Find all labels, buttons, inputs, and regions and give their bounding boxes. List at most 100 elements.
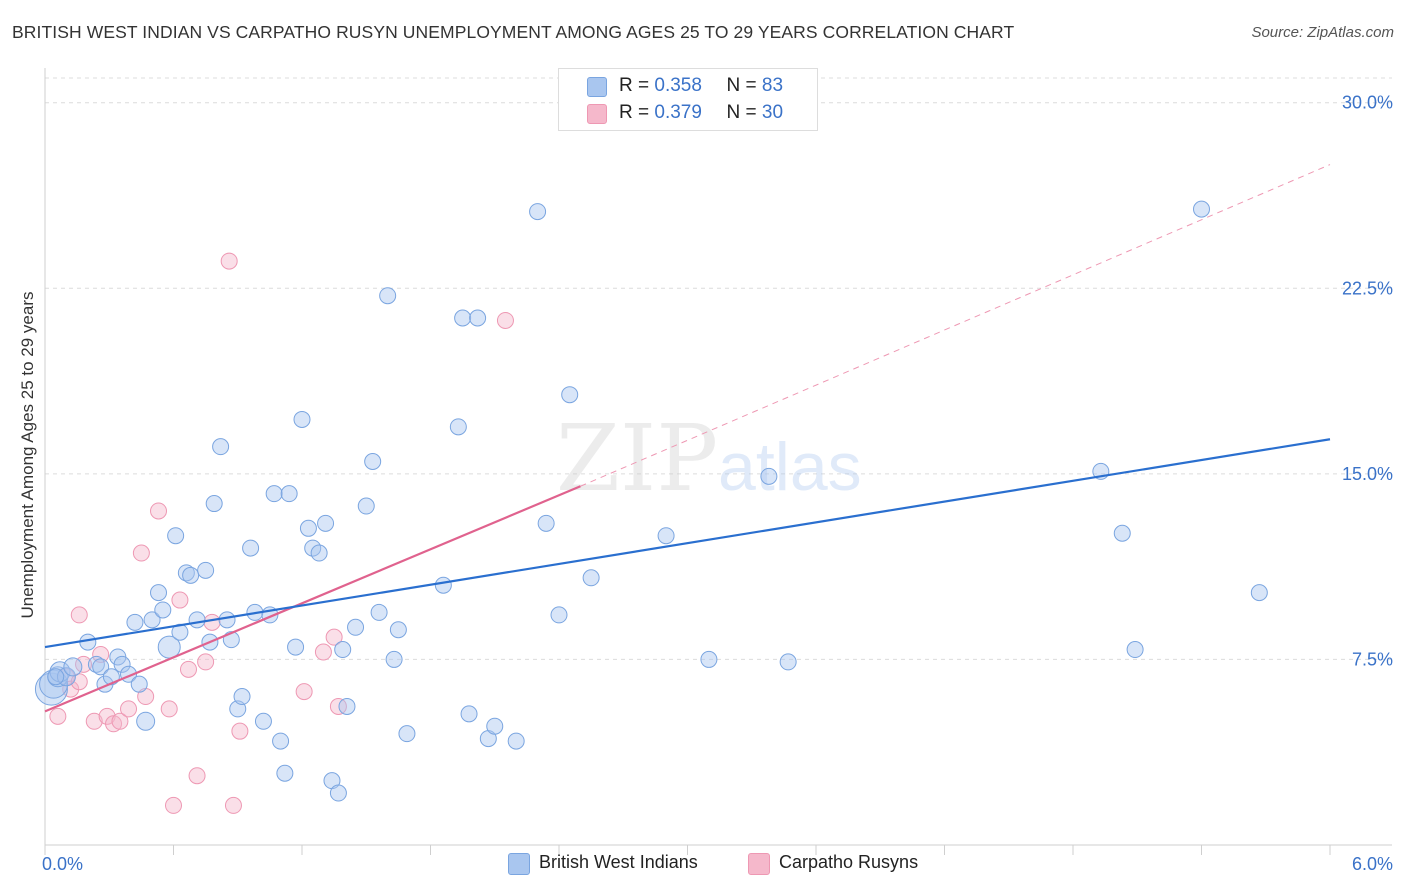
data-point-bwi: [317, 514, 335, 532]
data-point-bwi: [205, 495, 223, 513]
data-point-bwi: [434, 576, 452, 594]
data-point-carpatho: [203, 613, 221, 631]
data-point-carpatho: [314, 643, 332, 661]
legend-r-label: R =: [619, 75, 650, 96]
data-point-bwi: [92, 658, 110, 676]
data-point-bwi: [370, 603, 388, 621]
data-point-bwi: [182, 566, 200, 584]
data-point-bwi: [293, 410, 311, 428]
data-point-bwi: [561, 386, 579, 404]
trend-line-carpatho: [44, 485, 581, 713]
data-point-bwi: [218, 611, 236, 629]
data-point-bwi: [1126, 641, 1144, 659]
legend-r-carpatho: 0.379: [654, 102, 702, 123]
data-point-bwi: [347, 618, 365, 636]
y-axis-label: Unemployment Among Ages 25 to 29 years: [18, 291, 37, 619]
x-tick-label: 6.0%: [1352, 854, 1393, 874]
bottom-legend-swatch-bwi: [508, 853, 530, 875]
data-point-bwi: [188, 611, 206, 629]
data-point-carpatho: [295, 683, 313, 701]
data-point-bwi: [299, 519, 317, 537]
data-point-bwi: [379, 287, 397, 305]
data-point-bwi: [272, 732, 290, 750]
data-point-bwi: [507, 732, 525, 750]
legend-n-bwi: 83: [761, 75, 784, 96]
data-point-carpatho: [224, 796, 242, 814]
data-point-bwi: [486, 717, 504, 735]
trend-line-carpatho-extended: [580, 164, 1331, 487]
data-point-bwi: [582, 569, 600, 587]
data-point-carpatho: [150, 502, 168, 520]
data-point-bwi: [550, 606, 568, 624]
bottom-legend-swatch-carpatho: [748, 853, 770, 875]
gridlines: [45, 77, 1392, 660]
data-point-bwi: [310, 544, 328, 562]
data-point-bwi: [657, 527, 675, 545]
data-point-carpatho: [171, 591, 189, 609]
data-point-bwi: [167, 527, 185, 545]
data-point-carpatho: [220, 252, 238, 270]
data-point-carpatho: [329, 697, 347, 715]
trend-line-bwi: [44, 438, 1331, 649]
data-point-carpatho: [70, 606, 88, 624]
data-point-bwi: [329, 784, 347, 802]
data-point-bwi: [364, 453, 382, 470]
data-point-bwi: [357, 497, 375, 515]
data-point-bwi: [254, 712, 272, 730]
correlation-legend: R = 0.358 N = 83 R = 0.379 N = 30: [558, 68, 818, 131]
data-point-carpatho: [92, 645, 110, 663]
bottom-legend-label-carpatho: Carpatho Rusyns: [779, 852, 919, 872]
data-point-bwi: [700, 650, 718, 668]
data-point-bwi: [454, 309, 472, 327]
legend-swatch-bwi: [587, 77, 607, 97]
data-point-bwi: [389, 621, 407, 639]
y-tick-label: 30.0%: [1342, 93, 1393, 113]
data-point-carpatho: [165, 796, 182, 814]
data-point-bwi: [469, 309, 487, 327]
legend-n-carpatho: 30: [761, 102, 784, 123]
legend-n-label: N =: [726, 102, 757, 123]
data-point-carpatho: [111, 712, 129, 730]
axes: [44, 68, 1392, 855]
data-point-bwi: [265, 485, 283, 503]
data-point-bwi: [287, 638, 305, 656]
data-point-bwi: [154, 601, 172, 619]
data-point-bwi: [334, 641, 352, 659]
data-point-bwi: [280, 485, 298, 503]
x-tick-label: 0.0%: [42, 854, 83, 874]
data-point-bwi: [779, 653, 797, 671]
data-point-carpatho: [231, 722, 249, 740]
data-point-bwi: [537, 514, 555, 532]
data-point-bwi: [242, 539, 260, 557]
data-point-carpatho: [197, 653, 215, 671]
data-point-carpatho: [132, 544, 150, 562]
data-point-bwi: [197, 561, 215, 579]
bottom-legend-label-bwi: British West Indians: [539, 852, 698, 872]
watermark-zip: ZIP: [556, 405, 718, 512]
data-point-bwi: [63, 657, 83, 677]
legend-r-label: R =: [619, 102, 650, 123]
y-tick-label: 7.5%: [1352, 649, 1393, 669]
data-point-carpatho: [49, 707, 67, 725]
data-point-bwi: [449, 418, 467, 436]
data-point-carpatho: [188, 767, 206, 785]
data-point-bwi: [113, 655, 131, 673]
data-point-bwi: [47, 668, 65, 686]
data-point-carpatho: [85, 712, 103, 730]
legend-swatch-carpatho: [587, 104, 607, 124]
data-point-bwi: [1113, 524, 1131, 542]
data-point-carpatho: [179, 660, 197, 678]
data-point-carpatho: [496, 311, 514, 329]
data-point-bwi: [212, 438, 230, 456]
data-point-bwi: [760, 467, 778, 485]
legend-r-bwi: 0.358: [654, 75, 702, 96]
series-carpatho-points: [49, 252, 514, 814]
data-point-bwi: [136, 711, 156, 731]
data-point-carpatho: [325, 628, 343, 646]
data-point-bwi: [233, 688, 251, 706]
data-point-bwi: [1250, 584, 1268, 602]
tick-labels: 7.5% 15.0% 22.5% 30.0% 0.0% 6.0%: [42, 93, 1393, 874]
data-point-bwi: [130, 675, 148, 693]
watermark: ZIP atlas: [556, 405, 862, 512]
data-point-bwi: [460, 705, 478, 723]
